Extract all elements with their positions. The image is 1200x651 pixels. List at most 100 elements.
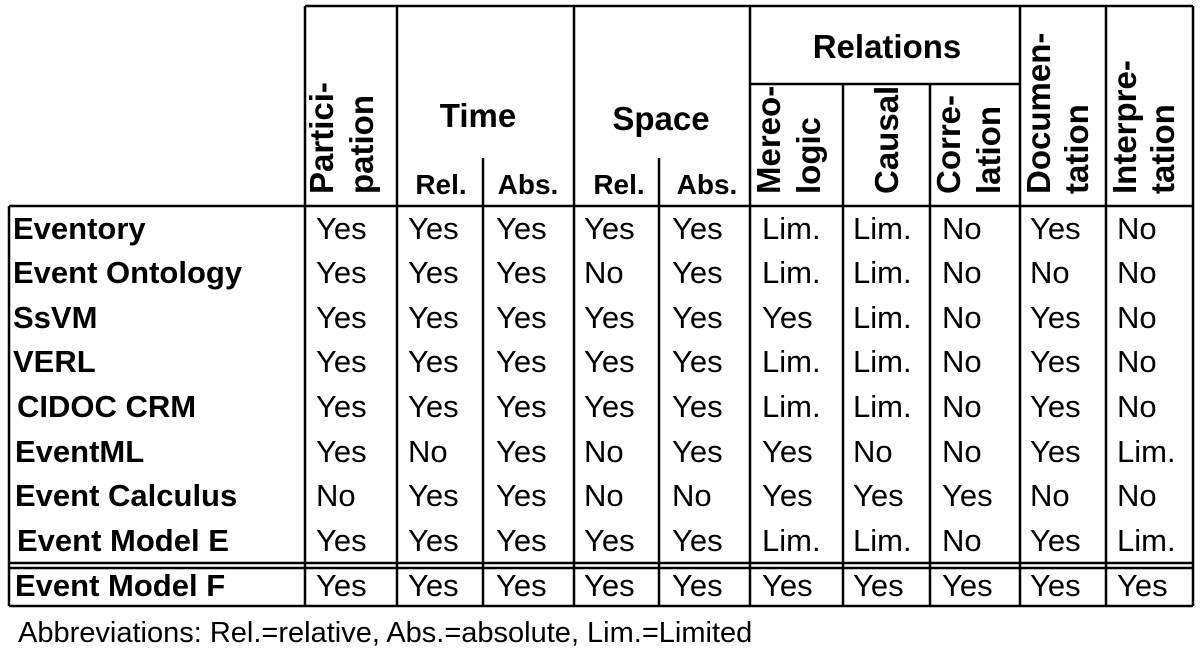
table-cell: Lim.	[762, 344, 821, 379]
table-cell: No	[942, 434, 982, 469]
table-cell: Yes	[1030, 568, 1081, 603]
table-cell: No	[316, 478, 356, 513]
header-causal-line-1: Causal	[868, 86, 905, 194]
table-cell: Yes	[672, 344, 723, 379]
table-cell: Lim.	[853, 389, 912, 424]
table-cell: Yes	[316, 389, 367, 424]
table-cell: No	[1117, 300, 1157, 335]
table-cell: Yes	[1117, 568, 1168, 603]
table-cell: No	[672, 478, 712, 513]
table-cell: No	[942, 523, 982, 558]
table-cell: Yes	[584, 523, 635, 558]
row-label: CIDOC CRM	[17, 389, 196, 424]
table-cell: Yes	[672, 523, 723, 558]
table-cell: Yes	[762, 300, 813, 335]
table-cell: No	[942, 211, 982, 246]
row-label: Event Model E	[17, 523, 229, 558]
table-cell: Yes	[316, 568, 367, 603]
table-cell: Yes	[316, 344, 367, 379]
table-cell: Yes	[408, 211, 459, 246]
table-grid	[7, 4, 1195, 608]
table-body: Eventory Yes Yes Yes Yes Yes Lim. Lim. No Yes No Ev…	[13, 211, 1176, 603]
table-cell: Yes	[672, 434, 723, 469]
table-cell: Yes	[316, 434, 367, 469]
header-time: Time	[440, 97, 516, 134]
table-cell: Yes	[1030, 434, 1081, 469]
header-time-abs: Abs.	[498, 169, 559, 200]
table-cell: Yes	[496, 344, 547, 379]
table-cell: Yes	[672, 255, 723, 290]
table-cell: Yes	[1030, 300, 1081, 335]
table-cell: Lim.	[853, 344, 912, 379]
table-cell: Yes	[496, 478, 547, 513]
header-interpretation-line-1: Interpre-	[1106, 60, 1143, 194]
header-participation-line-1: Partici-	[303, 82, 340, 194]
table-cell: No	[1117, 478, 1157, 513]
table-cell: No	[584, 478, 624, 513]
header-mereologic-line-2: logic	[790, 117, 827, 194]
table-cell: Lim.	[762, 389, 821, 424]
table-cell: Yes	[584, 300, 635, 335]
table-cell: Yes	[1030, 523, 1081, 558]
table-cell: Yes	[408, 300, 459, 335]
table-cell: Yes	[672, 389, 723, 424]
table-cell: Yes	[1030, 211, 1081, 246]
table-cell: Yes	[408, 255, 459, 290]
table-cell: No	[942, 300, 982, 335]
table-cell: Yes	[672, 211, 723, 246]
header-correlation-line-1: Corre-	[930, 95, 967, 194]
table-cell: No	[1030, 255, 1070, 290]
header-interpretation-line-2: tation	[1144, 104, 1181, 194]
table-cell: Yes	[316, 300, 367, 335]
table-cell: No	[408, 434, 448, 469]
table-cell: Yes	[316, 211, 367, 246]
row-label: EventML	[15, 434, 144, 469]
table-cell: Yes	[942, 478, 993, 513]
table-cell: Yes	[942, 568, 993, 603]
table-cell: Yes	[496, 523, 547, 558]
table-cell: Lim.	[853, 523, 912, 558]
header-time-rel: Rel.	[415, 169, 466, 200]
abbreviations-footnote: Abbreviations: Rel.=relative, Abs.=absol…	[18, 617, 752, 649]
table-cell: No	[1117, 255, 1157, 290]
table-cell: No	[942, 344, 982, 379]
header-relations: Relations	[813, 28, 962, 65]
table-cell: No	[942, 255, 982, 290]
row-label: Event Ontology	[13, 255, 243, 290]
table-cell: Yes	[496, 255, 547, 290]
table-cell: Yes	[672, 300, 723, 335]
table-cell: Lim.	[853, 211, 912, 246]
table-cell: Yes	[316, 255, 367, 290]
row-label: Event Calculus	[15, 478, 237, 513]
table-cell: Yes	[408, 389, 459, 424]
table-cell: Lim.	[762, 523, 821, 558]
table-cell: Yes	[496, 568, 547, 603]
table-cell: Lim.	[1117, 523, 1176, 558]
table-cell: No	[1117, 344, 1157, 379]
table-cell: Yes	[584, 568, 635, 603]
row-label: SsVM	[13, 300, 97, 335]
header-space: Space	[612, 100, 709, 137]
table-cell: Yes	[584, 389, 635, 424]
table-cell: Yes	[408, 344, 459, 379]
table-cell: Yes	[408, 478, 459, 513]
table-cell: Yes	[408, 523, 459, 558]
table-cell: No	[1117, 211, 1157, 246]
table-header: Time Space Relations Rel. Abs. Rel. Abs.…	[303, 28, 1181, 200]
row-label: VERL	[13, 344, 96, 379]
header-space-abs: Abs.	[677, 169, 738, 200]
header-documentation-line-2: tation	[1058, 104, 1095, 194]
table-cell: Yes	[1030, 389, 1081, 424]
table-cell: Yes	[762, 478, 813, 513]
table-cell: Yes	[496, 211, 547, 246]
header-space-rel: Rel.	[593, 169, 644, 200]
row-label: Eventory	[13, 211, 146, 246]
table-cell: Yes	[762, 568, 813, 603]
table-cell: Yes	[853, 478, 904, 513]
table-cell: Lim.	[762, 211, 821, 246]
table-cell: No	[942, 389, 982, 424]
table-cell: No	[853, 434, 893, 469]
header-correlation-line-2: lation	[970, 106, 1007, 194]
table-cell: Yes	[408, 568, 459, 603]
